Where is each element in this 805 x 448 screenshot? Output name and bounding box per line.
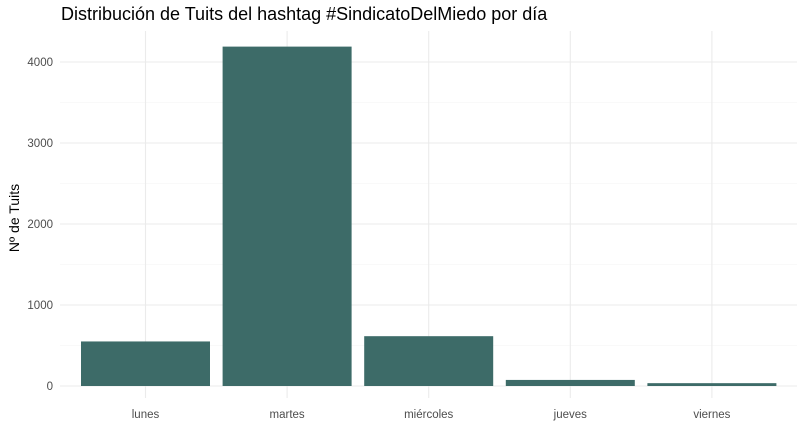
bar-miércoles [364, 336, 494, 386]
y-tick-label: 3000 [27, 138, 53, 150]
bars [81, 46, 777, 387]
y-tick-label: 4000 [27, 57, 53, 69]
chart-title: Distribución de Tuits del hashtag #Sindi… [61, 4, 548, 24]
y-tick-label: 1000 [27, 300, 53, 312]
x-tick-label: martes [270, 409, 305, 421]
x-tick-label: lunes [132, 409, 160, 421]
bar-martes [222, 46, 352, 387]
bar-viernes [647, 383, 777, 386]
x-tick-label: miércoles [404, 409, 453, 421]
bar-lunes [81, 341, 210, 386]
y-tick-label: 2000 [27, 219, 53, 231]
y-tick-label: 0 [47, 381, 53, 393]
y-tick-labels: 0 1000 2000 3000 4000 [27, 57, 53, 393]
x-tick-label: viernes [693, 409, 730, 421]
x-tick-labels: lunes martes miércoles jueves viernes [132, 409, 731, 421]
y-axis-label: Nº de Tuits [6, 184, 22, 252]
x-tick-label: jueves [553, 409, 587, 421]
bar-jueves [505, 379, 635, 386]
